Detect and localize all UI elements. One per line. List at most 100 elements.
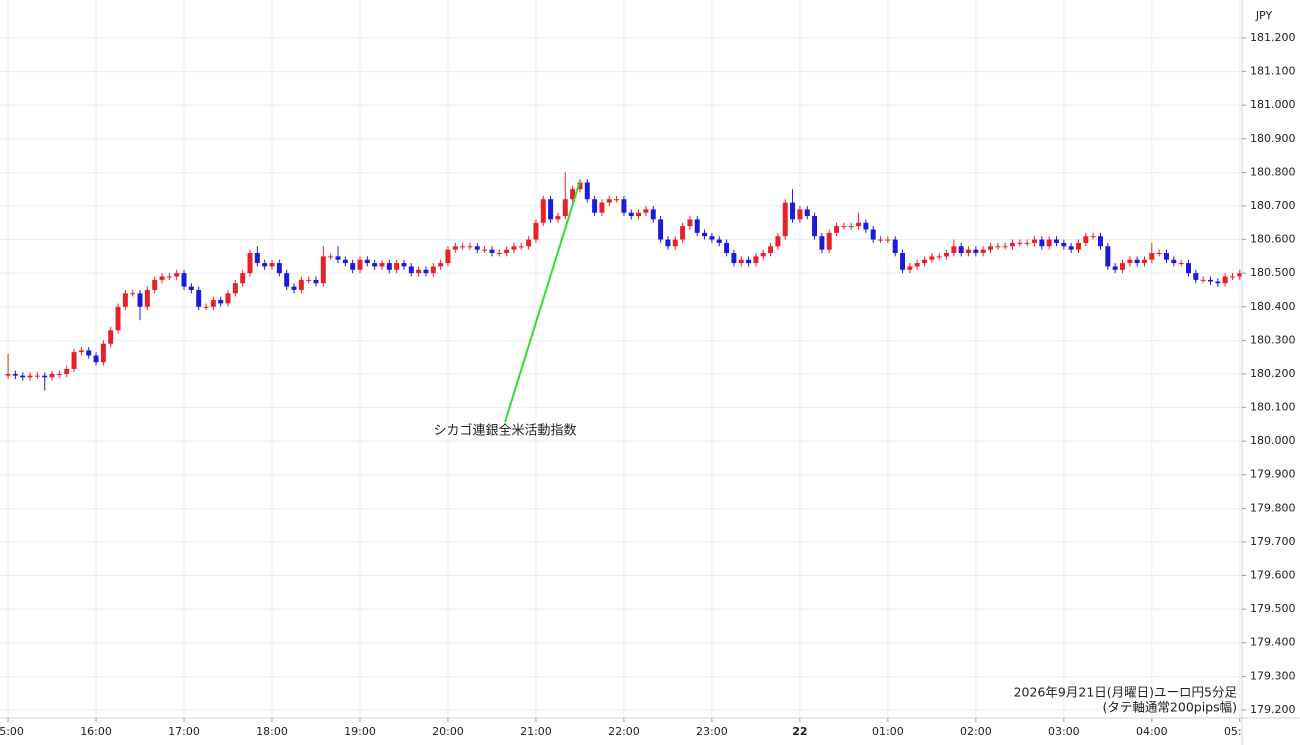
x-tick-label: 15:00 xyxy=(0,725,24,738)
annotation-line xyxy=(504,180,581,423)
candle-body xyxy=(196,289,202,307)
candle-body xyxy=(870,229,876,240)
candle-body xyxy=(936,256,942,258)
candle-body xyxy=(350,263,356,270)
candle-body xyxy=(1090,236,1096,238)
candle-body xyxy=(416,269,422,274)
candle-body xyxy=(1134,259,1140,264)
candle-body xyxy=(1039,239,1045,247)
candle-body xyxy=(555,216,561,220)
candle-body xyxy=(1032,239,1038,243)
candle-body xyxy=(848,226,854,228)
x-tick-label: 23:00 xyxy=(696,725,728,738)
candle-body xyxy=(1156,252,1162,254)
y-tick-label: 179.300 xyxy=(1250,669,1296,682)
candle-body xyxy=(1207,279,1213,282)
candle-body xyxy=(1024,242,1030,244)
candle-body xyxy=(1112,266,1118,270)
candle-body xyxy=(210,300,216,307)
candle-body xyxy=(1185,263,1191,274)
grid xyxy=(0,0,1242,718)
candle-body xyxy=(159,276,165,280)
candle-body xyxy=(592,199,598,213)
candle-body xyxy=(12,373,18,376)
candle-body xyxy=(452,246,458,250)
candle-body xyxy=(841,226,847,228)
x-tick-label: 17:00 xyxy=(168,725,200,738)
candle-body xyxy=(247,252,253,274)
y-tick-label: 181.000 xyxy=(1250,98,1296,111)
candle-body xyxy=(188,286,194,290)
candle-body xyxy=(181,273,187,287)
candle-body xyxy=(357,259,363,270)
footnote: (タテ軸通常200pips幅) xyxy=(1103,700,1237,715)
candle-body xyxy=(973,249,979,253)
candle-body xyxy=(1068,246,1074,250)
candle-body xyxy=(716,239,722,243)
candle-body xyxy=(856,222,862,227)
candle-body xyxy=(372,263,378,267)
candle-body xyxy=(86,350,92,356)
candle-body xyxy=(753,256,759,264)
candle-body xyxy=(892,239,898,253)
candle-body xyxy=(958,246,964,253)
candle-body xyxy=(988,246,994,250)
candle-body xyxy=(680,226,686,240)
x-axis: 15:00 16:00 17:00 18:00 19:00 20:00 21:00 22:00… xyxy=(0,718,1242,738)
candle-body xyxy=(408,266,414,274)
candle-body xyxy=(320,256,326,284)
candle-body xyxy=(115,306,121,331)
x-tick-label: 22 xyxy=(792,725,807,738)
candle-body xyxy=(775,236,781,247)
candle-body xyxy=(1237,273,1242,277)
candle-body xyxy=(1119,263,1125,270)
candle-body xyxy=(526,239,532,247)
candle-body xyxy=(628,212,634,217)
candle-body xyxy=(1229,276,1235,278)
y-tick-label: 180.100 xyxy=(1250,401,1296,414)
candle-body xyxy=(533,222,539,240)
candle-body xyxy=(606,199,612,203)
candle-body xyxy=(137,293,143,307)
candle-body xyxy=(34,375,40,377)
y-tick-label: 179.500 xyxy=(1250,602,1296,615)
candle-body xyxy=(944,252,950,257)
candle-body xyxy=(276,263,282,274)
candle-body xyxy=(812,216,818,237)
y-tick-label: 181.100 xyxy=(1250,65,1296,78)
candle-body xyxy=(650,209,656,220)
candle-body xyxy=(1098,236,1103,247)
candle-body xyxy=(1017,242,1023,244)
candle-body xyxy=(306,279,312,281)
candle-body xyxy=(122,293,128,307)
candle-body xyxy=(203,306,209,308)
candle-body xyxy=(636,212,642,217)
candle-body xyxy=(694,219,700,233)
candle-body xyxy=(379,263,385,267)
candle-body xyxy=(482,249,488,251)
candle-body xyxy=(240,273,246,284)
candle-body xyxy=(401,263,407,267)
candle-body xyxy=(166,276,172,278)
x-tick-label: 03:00 xyxy=(1048,725,1080,738)
candle-body xyxy=(93,355,99,363)
candle-body xyxy=(995,246,1001,248)
candle-body xyxy=(342,259,348,264)
candle-body xyxy=(225,293,231,304)
candle-body xyxy=(1193,273,1199,280)
candle-body xyxy=(768,246,774,253)
candle-body xyxy=(702,232,708,237)
candle-body xyxy=(540,199,546,223)
candle-body xyxy=(438,263,444,267)
candle-body xyxy=(1083,236,1089,243)
candle-body xyxy=(738,259,744,264)
x-tick-label: 04:00 xyxy=(1136,725,1168,738)
candle-body xyxy=(152,279,158,290)
y-tick-label: 180.700 xyxy=(1250,199,1296,212)
candle-body xyxy=(394,263,400,270)
candle-body xyxy=(1127,259,1133,264)
candle-body xyxy=(760,252,766,257)
x-tick-label: 19:00 xyxy=(344,725,376,738)
candle-body xyxy=(1061,242,1067,247)
